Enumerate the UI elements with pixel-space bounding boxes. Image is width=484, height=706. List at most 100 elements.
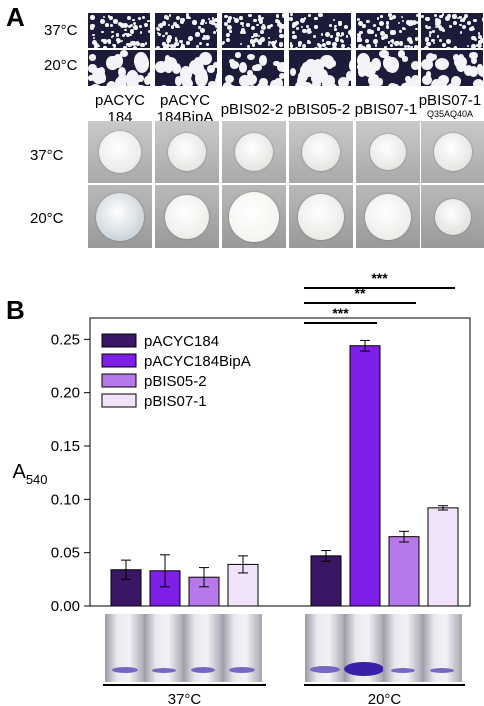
bacterial-colony xyxy=(430,79,443,86)
bacterial-colony xyxy=(323,46,328,48)
bacterial-colony xyxy=(358,44,364,48)
bacterial-colony xyxy=(416,13,418,18)
bacterial-colony xyxy=(345,70,351,81)
bacterial-colony xyxy=(211,21,215,26)
plate-image xyxy=(289,185,353,248)
bacterial-colony xyxy=(207,65,215,74)
bacterial-colony xyxy=(166,34,172,40)
bacterial-colony xyxy=(331,59,337,67)
bacterial-colony xyxy=(414,37,418,41)
bacterial-colony xyxy=(124,32,127,36)
bacterial-colony xyxy=(198,51,213,66)
bacterial-colony xyxy=(471,35,477,41)
bacterial-colony xyxy=(320,33,323,36)
bacterial-colony xyxy=(459,16,462,19)
bacterial-colony xyxy=(308,64,318,75)
bacterial-colony xyxy=(162,42,166,46)
micrograph-image xyxy=(155,13,217,48)
bacterial-colony xyxy=(306,24,310,28)
bacterial-colony xyxy=(232,16,236,20)
bacterial-colony xyxy=(385,62,393,71)
bacterial-colony xyxy=(247,54,255,61)
bacterial-colony xyxy=(391,15,396,20)
bacterial-colony xyxy=(155,60,168,73)
bacterial-colony xyxy=(176,42,180,47)
bacterial-colony xyxy=(464,14,469,19)
bacterial-colony xyxy=(234,18,240,24)
bacterial-colony xyxy=(238,74,251,86)
plate-image xyxy=(289,121,353,183)
bacterial-colony xyxy=(463,65,473,76)
bacterial-colony xyxy=(222,40,226,45)
bacterial-colony xyxy=(174,37,178,40)
bacterial-colony xyxy=(144,23,148,28)
bacterial-colony xyxy=(180,17,185,22)
bacterial-colony xyxy=(334,25,337,28)
bacterial-colony xyxy=(148,29,150,33)
colony-spot xyxy=(365,193,411,240)
bacterial-colony xyxy=(279,28,283,32)
bacterial-colony xyxy=(139,24,143,28)
bar xyxy=(110,569,142,607)
bacterial-colony xyxy=(120,39,124,43)
bacterial-colony xyxy=(291,24,295,28)
bacterial-colony xyxy=(89,26,95,31)
bar xyxy=(349,345,381,607)
tube-image xyxy=(344,614,384,682)
bacterial-colony xyxy=(143,75,150,86)
bacterial-colony xyxy=(92,70,103,83)
row-label-37c-plates: 37°C xyxy=(30,147,64,164)
plot-frame xyxy=(89,317,471,607)
bacterial-colony xyxy=(398,50,405,58)
bacterial-colony xyxy=(132,21,136,26)
bacterial-colony xyxy=(100,30,104,34)
bacterial-colony xyxy=(185,13,190,17)
bacterial-colony xyxy=(301,26,304,29)
micrograph-image xyxy=(155,50,217,86)
group-labels: 37°C 20°C xyxy=(103,684,465,706)
bacterial-colony xyxy=(311,79,321,86)
bacterial-colony xyxy=(225,75,234,84)
bacterial-colony xyxy=(349,28,351,32)
bacterial-colony xyxy=(128,24,132,28)
bacterial-colony xyxy=(161,21,167,26)
bacterial-colony xyxy=(271,84,282,86)
bacterial-colony xyxy=(401,83,409,86)
bacterial-colony xyxy=(159,85,170,86)
bacterial-colony xyxy=(260,30,264,35)
bacterial-colony xyxy=(472,79,483,86)
bacterial-colony xyxy=(477,34,483,40)
bacterial-colony xyxy=(116,42,119,45)
bacterial-colony xyxy=(201,19,206,24)
bacterial-colony xyxy=(455,78,462,84)
bacterial-colony xyxy=(281,13,284,18)
bacterial-colony xyxy=(388,41,391,44)
bacterial-colony xyxy=(428,26,432,30)
bacterial-colony xyxy=(476,44,480,47)
bacterial-colony xyxy=(195,32,200,37)
bacterial-colony xyxy=(267,24,272,30)
bacterial-colony xyxy=(168,13,172,17)
bacterial-colony xyxy=(253,32,258,38)
bacterial-colony xyxy=(316,69,328,84)
bacterial-colony xyxy=(132,45,137,48)
bacterial-colony xyxy=(389,16,393,20)
bacterial-colony xyxy=(88,84,103,86)
bacterial-colony xyxy=(97,44,100,47)
bacterial-colony xyxy=(340,32,345,36)
bacterial-colony xyxy=(445,38,451,44)
bacterial-colony xyxy=(421,15,424,18)
bacterial-colony xyxy=(389,39,393,43)
bacterial-colony xyxy=(441,13,445,16)
bacterial-colony xyxy=(122,23,128,29)
bacterial-colony xyxy=(179,46,184,48)
bacterial-colony xyxy=(129,23,134,28)
bacterial-colony xyxy=(277,20,281,23)
bacterial-colony xyxy=(199,41,203,45)
bacterial-colony xyxy=(425,53,435,63)
bacterial-colony xyxy=(339,39,343,43)
colony-spot xyxy=(434,133,472,171)
bacterial-colony xyxy=(113,19,119,24)
bacterial-colony xyxy=(370,30,375,34)
bacterial-colony xyxy=(132,24,138,30)
